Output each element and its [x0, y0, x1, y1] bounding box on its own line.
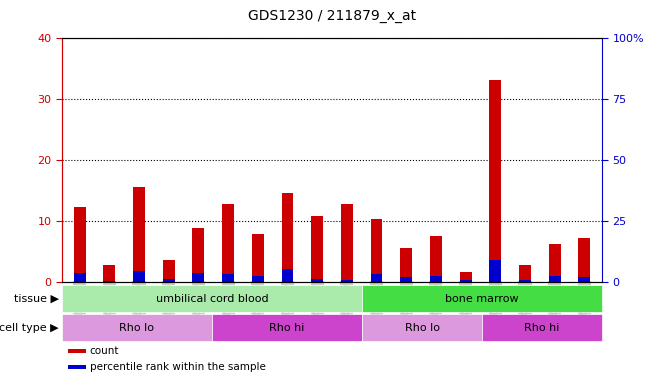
Text: cell type ▶: cell type ▶: [0, 323, 59, 333]
Bar: [252, 234, 264, 282]
Bar: [460, 273, 471, 282]
Bar: [549, 276, 561, 282]
Text: GDS1230 / 211879_x_at: GDS1230 / 211879_x_at: [248, 9, 416, 23]
Bar: [341, 204, 353, 282]
Text: Rho hi: Rho hi: [525, 323, 560, 333]
Bar: [370, 219, 383, 282]
Bar: [281, 269, 294, 282]
Text: Rho hi: Rho hi: [270, 323, 305, 333]
Bar: [212, 314, 362, 341]
Bar: [62, 314, 212, 341]
Bar: [362, 314, 482, 341]
Bar: [519, 280, 531, 282]
Bar: [490, 80, 501, 282]
Bar: [163, 260, 174, 282]
Bar: [104, 264, 115, 282]
Bar: [362, 285, 602, 312]
Bar: [74, 207, 85, 282]
Bar: [68, 349, 86, 353]
Bar: [579, 238, 590, 282]
Bar: [193, 228, 204, 282]
Bar: [460, 280, 471, 282]
Bar: [519, 264, 531, 282]
Bar: [430, 236, 442, 282]
Bar: [193, 273, 204, 282]
Bar: [62, 285, 362, 312]
Text: Rho lo: Rho lo: [119, 323, 154, 333]
Bar: [482, 314, 602, 341]
Bar: [163, 279, 174, 282]
Text: umbilical cord blood: umbilical cord blood: [156, 294, 268, 304]
Text: percentile rank within the sample: percentile rank within the sample: [90, 362, 266, 372]
Bar: [400, 277, 412, 282]
Bar: [133, 271, 145, 282]
Text: count: count: [90, 346, 119, 356]
Bar: [311, 279, 323, 282]
Bar: [341, 280, 353, 282]
Bar: [370, 274, 383, 282]
Bar: [104, 281, 115, 282]
Bar: [281, 193, 294, 282]
Bar: [222, 204, 234, 282]
Text: Rho lo: Rho lo: [404, 323, 439, 333]
Bar: [133, 187, 145, 282]
Bar: [222, 274, 234, 282]
Bar: [490, 260, 501, 282]
Bar: [252, 276, 264, 282]
Bar: [311, 216, 323, 282]
Bar: [430, 276, 442, 282]
Bar: [68, 365, 86, 369]
Text: tissue ▶: tissue ▶: [14, 294, 59, 304]
Bar: [400, 248, 412, 282]
Text: bone marrow: bone marrow: [445, 294, 519, 304]
Bar: [579, 277, 590, 282]
Bar: [549, 244, 561, 282]
Bar: [74, 273, 85, 282]
